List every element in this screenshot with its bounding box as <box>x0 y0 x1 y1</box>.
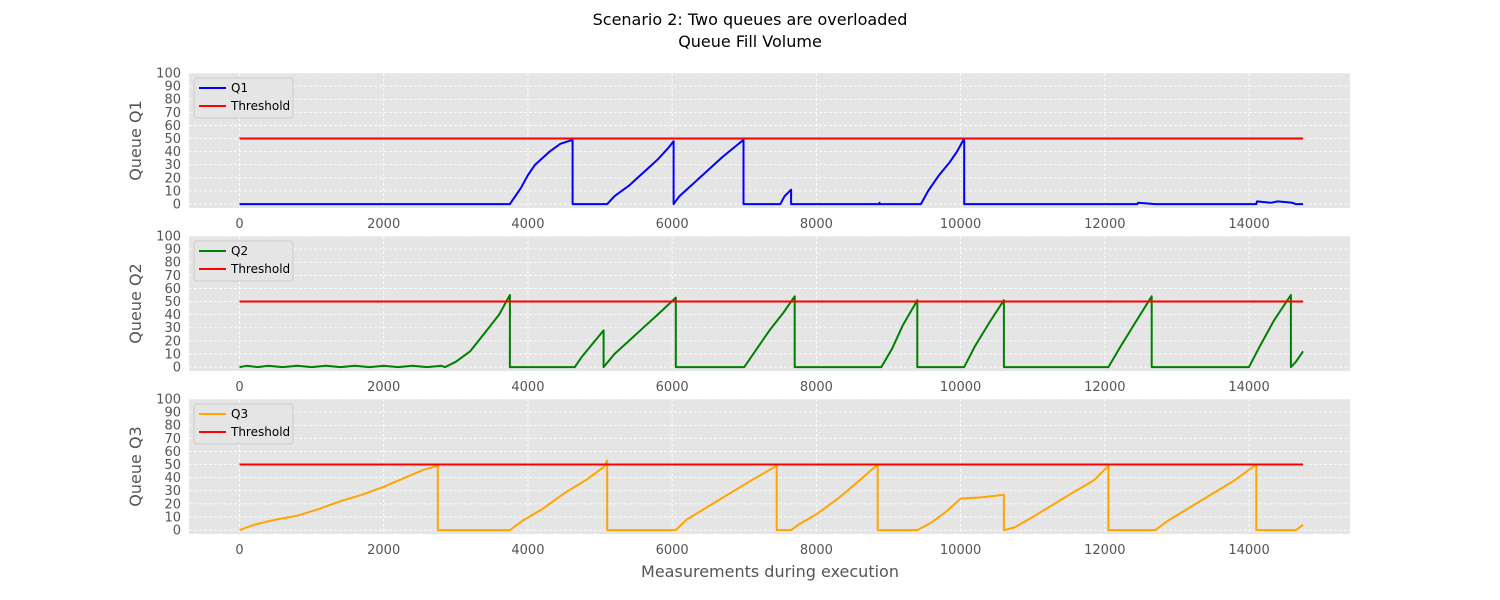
y-tick-label: 100 <box>156 393 181 408</box>
plot-background <box>189 399 1350 534</box>
y-tick-label: 100 <box>156 67 181 82</box>
x-tick-label: 14000 <box>1228 217 1269 232</box>
y-tick-label: 90 <box>164 80 181 95</box>
y-tick-label: 10 <box>164 184 181 199</box>
y-tick-label: 50 <box>164 295 181 310</box>
x-tick-label: 0 <box>235 217 243 232</box>
y-tick-label: 20 <box>164 334 181 349</box>
y-tick-label: 70 <box>164 432 181 447</box>
x-tick-label: 12000 <box>1084 217 1125 232</box>
chart-subtitle: Queue Fill Volume <box>678 32 822 51</box>
x-tick-label: 2000 <box>367 217 400 232</box>
x-tick-label: 0 <box>235 380 243 395</box>
y-tick-label: 20 <box>164 497 181 512</box>
x-tick-label: 4000 <box>511 543 544 558</box>
legend-label: Q2 <box>231 244 248 258</box>
y-tick-label: 70 <box>164 106 181 121</box>
x-tick-label: 14000 <box>1228 543 1269 558</box>
x-tick-label: 4000 <box>511 217 544 232</box>
legend-label: Threshold <box>230 262 290 276</box>
y-tick-label: 40 <box>164 308 181 323</box>
x-tick-label: 6000 <box>656 380 689 395</box>
plot-background <box>189 73 1350 208</box>
x-tick-label: 8000 <box>800 543 833 558</box>
y-tick-label: 40 <box>164 145 181 160</box>
x-tick-label: 0 <box>235 543 243 558</box>
x-tick-label: 6000 <box>656 543 689 558</box>
legend-label: Threshold <box>230 425 290 439</box>
x-tick-label: 14000 <box>1228 380 1269 395</box>
x-tick-label: 2000 <box>367 380 400 395</box>
y-axis-label: Queue Q1 <box>126 100 145 180</box>
y-tick-label: 0 <box>173 524 181 539</box>
x-tick-label: 12000 <box>1084 543 1125 558</box>
y-tick-label: 90 <box>164 406 181 421</box>
y-tick-label: 30 <box>164 321 181 336</box>
x-axis-label: Measurements during execution <box>641 562 899 581</box>
y-tick-label: 100 <box>156 230 181 245</box>
series-line-q2 <box>239 294 1304 369</box>
x-tick-label: 8000 <box>800 380 833 395</box>
plot-background <box>189 236 1350 371</box>
y-tick-label: 30 <box>164 158 181 173</box>
legend-label: Q1 <box>231 81 248 95</box>
y-tick-label: 20 <box>164 171 181 186</box>
x-tick-label: 12000 <box>1084 380 1125 395</box>
x-tick-label: 10000 <box>940 217 981 232</box>
x-tick-label: 4000 <box>511 380 544 395</box>
y-tick-label: 70 <box>164 269 181 284</box>
y-tick-label: 40 <box>164 471 181 486</box>
y-tick-label: 90 <box>164 243 181 258</box>
series-line-q3 <box>239 459 1304 532</box>
y-tick-label: 50 <box>164 458 181 473</box>
legend-label: Q3 <box>231 407 248 421</box>
y-tick-label: 50 <box>164 132 181 147</box>
legend-label: Threshold <box>230 99 290 113</box>
y-tick-label: 80 <box>164 256 181 271</box>
y-tick-label: 60 <box>164 445 181 460</box>
y-tick-label: 10 <box>164 347 181 362</box>
x-tick-label: 2000 <box>367 543 400 558</box>
x-tick-label: 6000 <box>656 217 689 232</box>
y-axis-label: Queue Q3 <box>126 426 145 506</box>
y-tick-label: 60 <box>164 119 181 134</box>
y-tick-label: 0 <box>173 361 181 376</box>
x-tick-label: 10000 <box>940 543 981 558</box>
chart-title: Scenario 2: Two queues are overloaded <box>593 10 908 29</box>
x-tick-label: 8000 <box>800 217 833 232</box>
x-tick-label: 10000 <box>940 380 981 395</box>
y-axis-label: Queue Q2 <box>126 263 145 343</box>
series-line-q1 <box>239 137 1304 206</box>
y-tick-label: 80 <box>164 93 181 108</box>
y-tick-label: 10 <box>164 510 181 525</box>
y-tick-label: 60 <box>164 282 181 297</box>
y-tick-label: 30 <box>164 484 181 499</box>
y-tick-label: 80 <box>164 419 181 434</box>
y-tick-label: 0 <box>173 198 181 213</box>
